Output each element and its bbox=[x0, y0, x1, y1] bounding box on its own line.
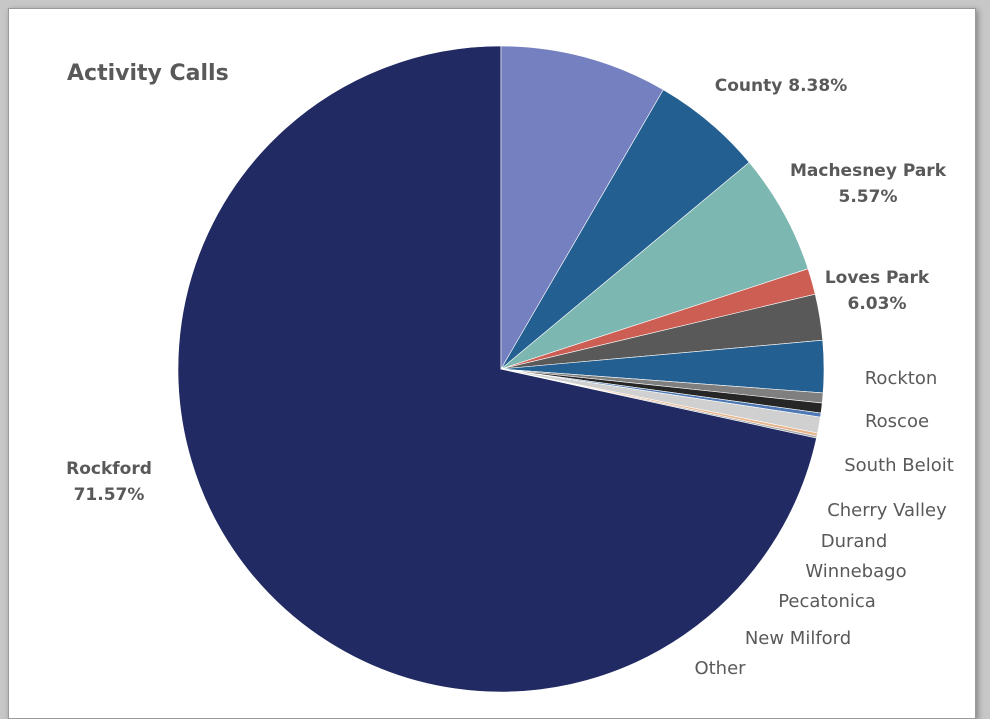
slice-label-other: Other bbox=[694, 658, 746, 679]
chart-frame: Activity Calls Rockford 71.57% County 8.38… bbox=[8, 8, 976, 719]
slice-label-pecatonica: Pecatonica bbox=[778, 591, 876, 612]
slice-label-machesney-park: Machesney Park 5.57% bbox=[790, 161, 947, 207]
chart-title: Activity Calls bbox=[67, 61, 229, 86]
pie-slice-loves-park bbox=[500, 161, 809, 370]
slice-label-rockton: Rockton bbox=[865, 368, 938, 389]
pie-slice-other bbox=[500, 368, 818, 439]
pie-chart: Rockford 71.57% County 8.38% Machesney Park… bbox=[66, 45, 954, 693]
slice-label-new-milford: New Milford bbox=[745, 628, 851, 649]
slice-label-durand: Durand bbox=[821, 531, 888, 552]
slice-label-south-beloit: South Beloit bbox=[844, 455, 954, 476]
pie-slice-county bbox=[500, 45, 664, 371]
slice-label-loves-park: Loves Park 6.03% bbox=[825, 268, 930, 314]
slice-label-county: County 8.38% bbox=[715, 76, 847, 96]
pie-slice-rockford bbox=[177, 45, 817, 693]
slice-label-rockford: Rockford 71.57% bbox=[66, 459, 152, 505]
slice-label-cherry-valley: Cherry Valley bbox=[827, 500, 947, 521]
slice-label-roscoe: Roscoe bbox=[865, 411, 929, 432]
slice-label-winnebago: Winnebago bbox=[805, 561, 906, 582]
